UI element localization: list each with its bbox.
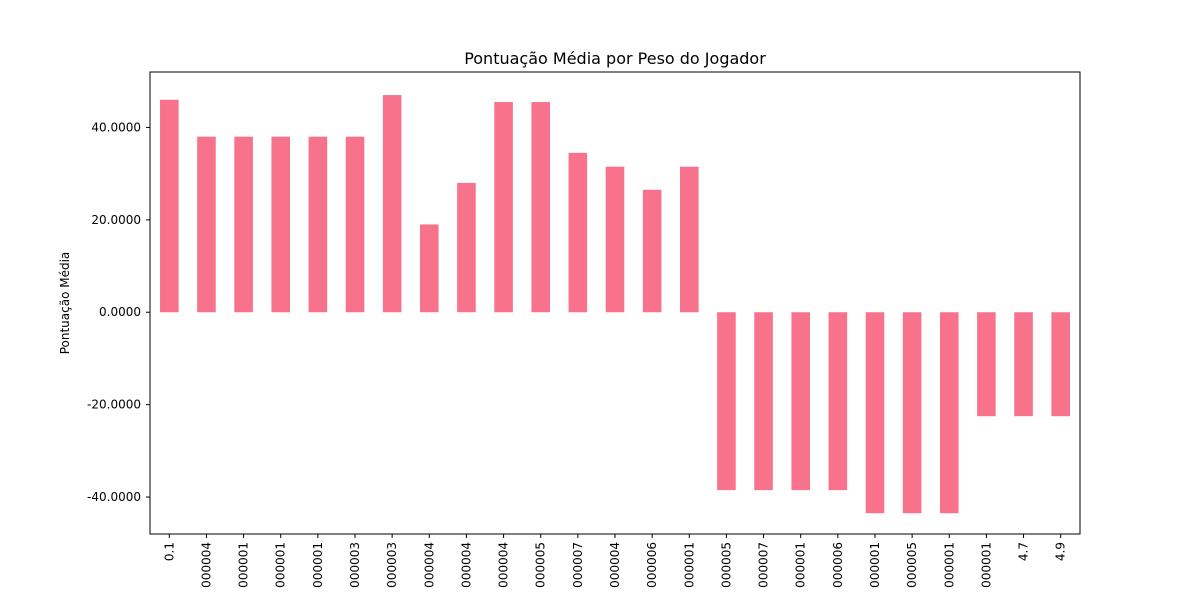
x-tick-label: 000001	[979, 542, 993, 588]
x-tick-label: 0.1	[162, 542, 176, 561]
x-tick-label: 000004	[459, 542, 473, 588]
x-tick-label: 000004	[497, 542, 511, 588]
bar	[271, 136, 291, 313]
y-tick-label: 20.0000	[91, 213, 141, 227]
bar	[531, 102, 550, 313]
bar	[754, 312, 773, 491]
x-tick-label: 000006	[831, 542, 845, 588]
bar	[977, 312, 996, 417]
y-tick-label: 40.0000	[91, 120, 141, 134]
bar	[568, 152, 588, 313]
x-tick-label: 000001	[868, 542, 882, 588]
bar	[902, 312, 922, 514]
bar	[197, 136, 216, 313]
x-tick-label: 000005	[905, 542, 919, 588]
y-tick-label: -40.0000	[87, 490, 141, 504]
bars-group	[160, 95, 1070, 514]
x-tick-label: 000005	[719, 542, 733, 588]
x-tick-label: 000005	[534, 542, 548, 588]
x-tick-label: 000001	[682, 542, 696, 588]
x-tick-label: 000003	[348, 542, 362, 588]
bar	[605, 166, 625, 313]
x-tick-label: 000001	[942, 542, 956, 588]
bar	[1014, 312, 1033, 417]
bar	[680, 166, 699, 313]
y-tick-label: -20.0000	[87, 398, 141, 412]
x-tick-label: 000001	[274, 542, 288, 588]
bar	[234, 136, 253, 313]
x-tick-label: 000004	[422, 542, 436, 588]
bar	[160, 99, 179, 313]
bar	[308, 136, 328, 313]
bar	[494, 102, 513, 313]
bar	[457, 182, 476, 313]
x-tick-label: 000001	[794, 542, 808, 588]
bar	[382, 95, 402, 313]
x-tick-label: 000001	[237, 542, 251, 588]
bar	[642, 189, 662, 313]
bar	[1051, 312, 1070, 417]
x-tick-label: 000001	[311, 542, 325, 588]
x-tick-label: 4.9	[1054, 542, 1068, 561]
x-tick-label: 4.7	[1017, 542, 1031, 561]
x-tick-label: 000007	[571, 542, 585, 588]
x-tick-label: 000004	[199, 542, 213, 588]
x-tick-label: 000006	[645, 542, 659, 588]
bar	[420, 224, 439, 313]
y-ticks-group: -40.0000 -20.0000 0.0000 20.0000 40.0000	[87, 120, 150, 504]
y-tick-label: 0.0000	[99, 305, 141, 319]
plot-frame	[149, 71, 1081, 535]
y-axis-label: Pontuação Média	[58, 252, 72, 355]
x-tick-label: 000004	[608, 542, 622, 588]
bar	[939, 312, 959, 514]
bar	[828, 312, 848, 491]
x-ticks-group: 0.1 000004 000001 000001 000001 000003 000003 0…	[162, 534, 1068, 588]
bar	[791, 312, 810, 491]
bar	[345, 136, 365, 313]
bar	[865, 312, 885, 514]
x-tick-label: 000007	[757, 542, 771, 588]
chart-title: Pontuação Média por Peso do Jogador	[464, 49, 766, 68]
bar	[717, 312, 736, 491]
x-tick-label: 000003	[385, 542, 399, 588]
